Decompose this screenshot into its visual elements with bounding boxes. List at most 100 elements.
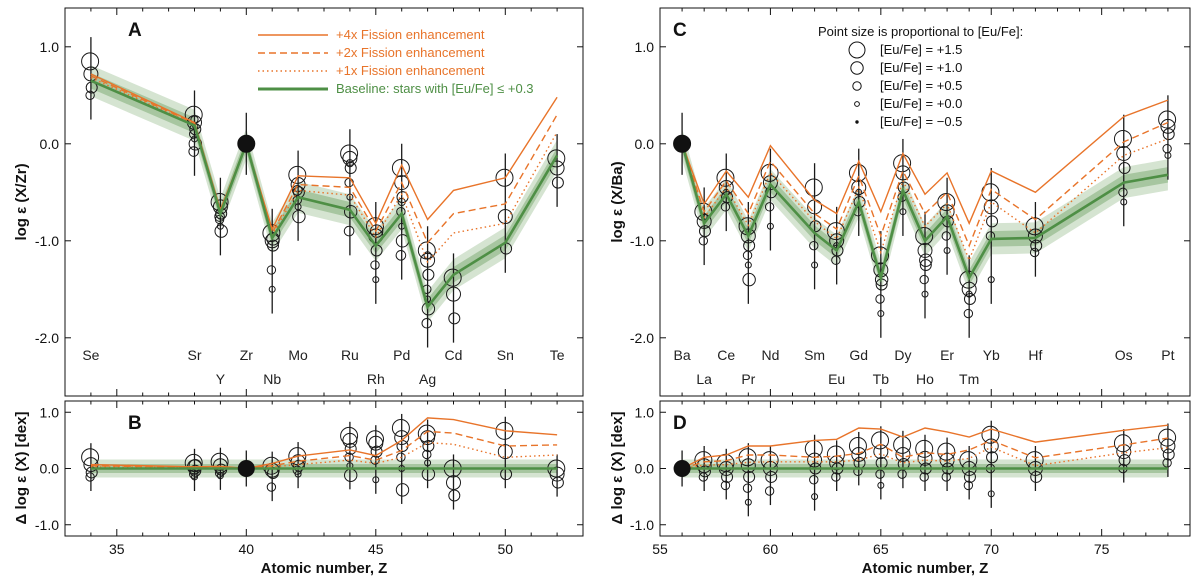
panel-a-star-point <box>345 159 354 168</box>
panel-a-star-point <box>294 203 302 211</box>
size-legend-marker <box>854 101 860 107</box>
panel-a-element-label: Mo <box>288 347 308 363</box>
panel-b-star-point <box>81 448 100 467</box>
panel-b-star-point <box>85 472 95 482</box>
panel-a-star-point <box>420 252 436 268</box>
panel-a-star-point <box>288 165 307 184</box>
panel-b-xlabel: Atomic number, Z <box>261 560 388 577</box>
size-legend-marker <box>855 120 859 124</box>
panel-b-star-point <box>292 465 302 475</box>
panel-a-line-dotted <box>90 77 558 264</box>
panel-d-star-point <box>897 469 907 479</box>
panel-c-star-point <box>1029 247 1040 258</box>
panel-c-element-label: Sm <box>804 347 825 363</box>
panel-d: 1.0 0.0 -1.0 55 60 65 70 75 D Δ log ε (X) [dex]… <box>609 400 1191 577</box>
panel-a-star-point <box>366 217 384 236</box>
panel-c-element-label: Tb <box>873 371 890 387</box>
panel-c-star-point <box>740 228 756 244</box>
panel-b-ytick-label: -1.0 <box>35 517 59 533</box>
legend-label-2x: +2x Fission enhancement <box>336 45 485 60</box>
panel-a-ytick-label: 1.0 <box>40 39 60 55</box>
panel-a-ytick-label: -2.0 <box>35 330 59 346</box>
panel-b-xtick-label: 35 <box>109 541 125 557</box>
panel-c-star-point <box>742 250 753 261</box>
panel-d-star-point <box>987 490 995 498</box>
panel-d-star-point <box>740 458 756 474</box>
panel-d-ytick-label: 1.0 <box>635 404 655 420</box>
panel-b-star-point <box>191 473 198 481</box>
panel-a-star-point <box>394 175 410 191</box>
panel-c-star-point <box>871 246 890 265</box>
panel-c-element-label: Nd <box>761 347 779 363</box>
panel-a-star-point <box>214 224 228 238</box>
panel-d-star-point <box>853 466 863 477</box>
panel-a-element-label: Pd <box>393 347 410 363</box>
panel-a-element-label: Se <box>82 347 99 363</box>
panel-b-ytick-label: 0.0 <box>40 461 60 477</box>
panel-a-element-label: Sn <box>497 347 514 363</box>
panel-d-label: D <box>673 413 687 434</box>
panel-b-star-point <box>344 452 354 462</box>
panel-c-frame <box>659 7 1191 397</box>
panel-c-star-point <box>915 226 934 245</box>
panel-c-star-point <box>742 272 756 287</box>
panel-c-star-point <box>1030 239 1043 252</box>
panel-a-star-point <box>443 268 462 287</box>
panel-c-star-point <box>919 274 929 285</box>
legend-label-4x: +4x Fission enhancement <box>336 27 485 42</box>
panel-c-star-point <box>963 308 974 319</box>
panel-d-frame <box>659 400 1191 537</box>
panel-d-ylabel: Δ log ε (X) [dex] <box>609 412 626 525</box>
panel-c-star-point <box>1164 151 1172 159</box>
size-legend: Point size is proportional to [Eu/Fe]: [… <box>818 24 1023 129</box>
panel-a-star-point <box>495 168 514 187</box>
panel-c-star-point <box>1158 110 1177 129</box>
panel-d-star-point <box>915 439 934 458</box>
panel-c-star-point <box>766 222 774 230</box>
panel-a-ytick-label: -1.0 <box>35 233 59 249</box>
panel-b-star-point <box>368 435 384 451</box>
panel-c-element-label: Eu <box>828 371 845 387</box>
panel-c-star-point <box>919 253 933 267</box>
panel-c-star-point <box>696 213 712 229</box>
panel-a-star-point <box>391 159 410 178</box>
panel-a-star-point <box>421 317 433 329</box>
size-legend-label: [Eu/Fe] = +0.5 <box>880 78 962 93</box>
panel-c-star-point <box>804 178 823 197</box>
panel-d-star-point <box>809 475 819 485</box>
panel-a-star-point <box>85 90 95 101</box>
panel-c-star-point <box>877 310 885 318</box>
panel-c-star-point <box>716 168 735 187</box>
panel-b-star-point <box>396 452 406 462</box>
panel-a-star-point <box>372 276 380 284</box>
panel-c-band-inner <box>682 136 1168 286</box>
panel-c-element-label: Er <box>940 347 954 363</box>
panel-a-element-label: Y <box>216 371 226 387</box>
panel-c-star-point <box>965 290 973 298</box>
panel-d-star-point <box>986 451 999 464</box>
panel-c-star-point <box>963 293 976 305</box>
panel-d-star-point <box>698 472 709 482</box>
panel-d-star-point <box>1158 428 1177 447</box>
size-legend-marker <box>850 61 864 75</box>
panel-b-star-point <box>210 452 229 471</box>
panel-b-star-point <box>448 489 461 502</box>
panel-d-ytick-label: 0.0 <box>635 461 655 477</box>
panel-b-star-point <box>551 476 564 489</box>
panel-a-star-point <box>446 286 461 302</box>
panel-c-line-dotted <box>681 138 1169 263</box>
panel-c-star-point <box>919 259 932 272</box>
panel-c-label: C <box>673 20 687 41</box>
panel-c-star-point <box>1027 228 1043 244</box>
panel-d-star-point <box>919 472 929 482</box>
panel-a-element-label: Cd <box>445 347 463 363</box>
panel-b-star-point <box>340 426 359 445</box>
panel-a-band-inner <box>90 73 558 315</box>
panel-a-star-point <box>81 52 100 71</box>
panel-a-label: A <box>128 20 142 41</box>
panel-d-line-dashed <box>681 437 1169 470</box>
panel-d-star-point <box>721 470 734 483</box>
panel-a-line-baseline <box>90 79 559 310</box>
